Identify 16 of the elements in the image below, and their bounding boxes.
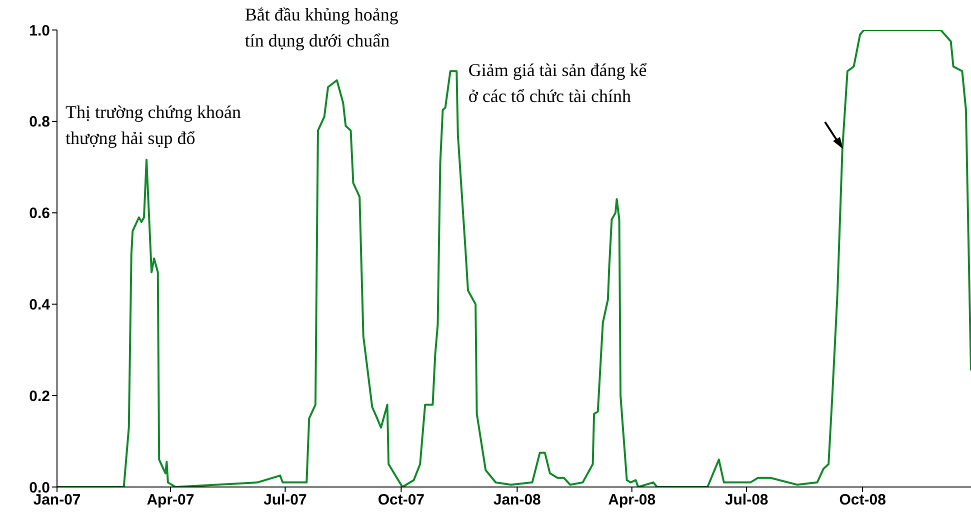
x-tick-label: Jul-07 [264,492,307,509]
annotation: Thị trường chứng khoán thượng hải sụp đổ [66,102,242,148]
x-tick-label: Oct-08 [839,492,886,509]
x-tick-label: Oct-07 [378,492,425,509]
y-tick-label: 0.6 [29,205,50,222]
y-tick-label: 1.0 [29,22,50,40]
x-tick-label: Apr-08 [608,492,656,509]
x-tick-label: Jan-08 [493,492,541,509]
x-tick-label: Apr-07 [146,492,194,509]
x-tick-label: Jan-07 [33,492,81,509]
y-tick-label: 0.4 [29,296,51,314]
annotation: Giảm giá tài sản đáng kể ở các tổ chức tài chính [468,60,647,106]
y-tick-label: 0.8 [29,114,50,131]
y-tick-label: 0.2 [29,388,50,405]
x-tick-label: Jul-08 [724,492,768,509]
annotation: Bắt đầu khủng hoảng tín dụng dưới chuẩn [244,4,398,50]
